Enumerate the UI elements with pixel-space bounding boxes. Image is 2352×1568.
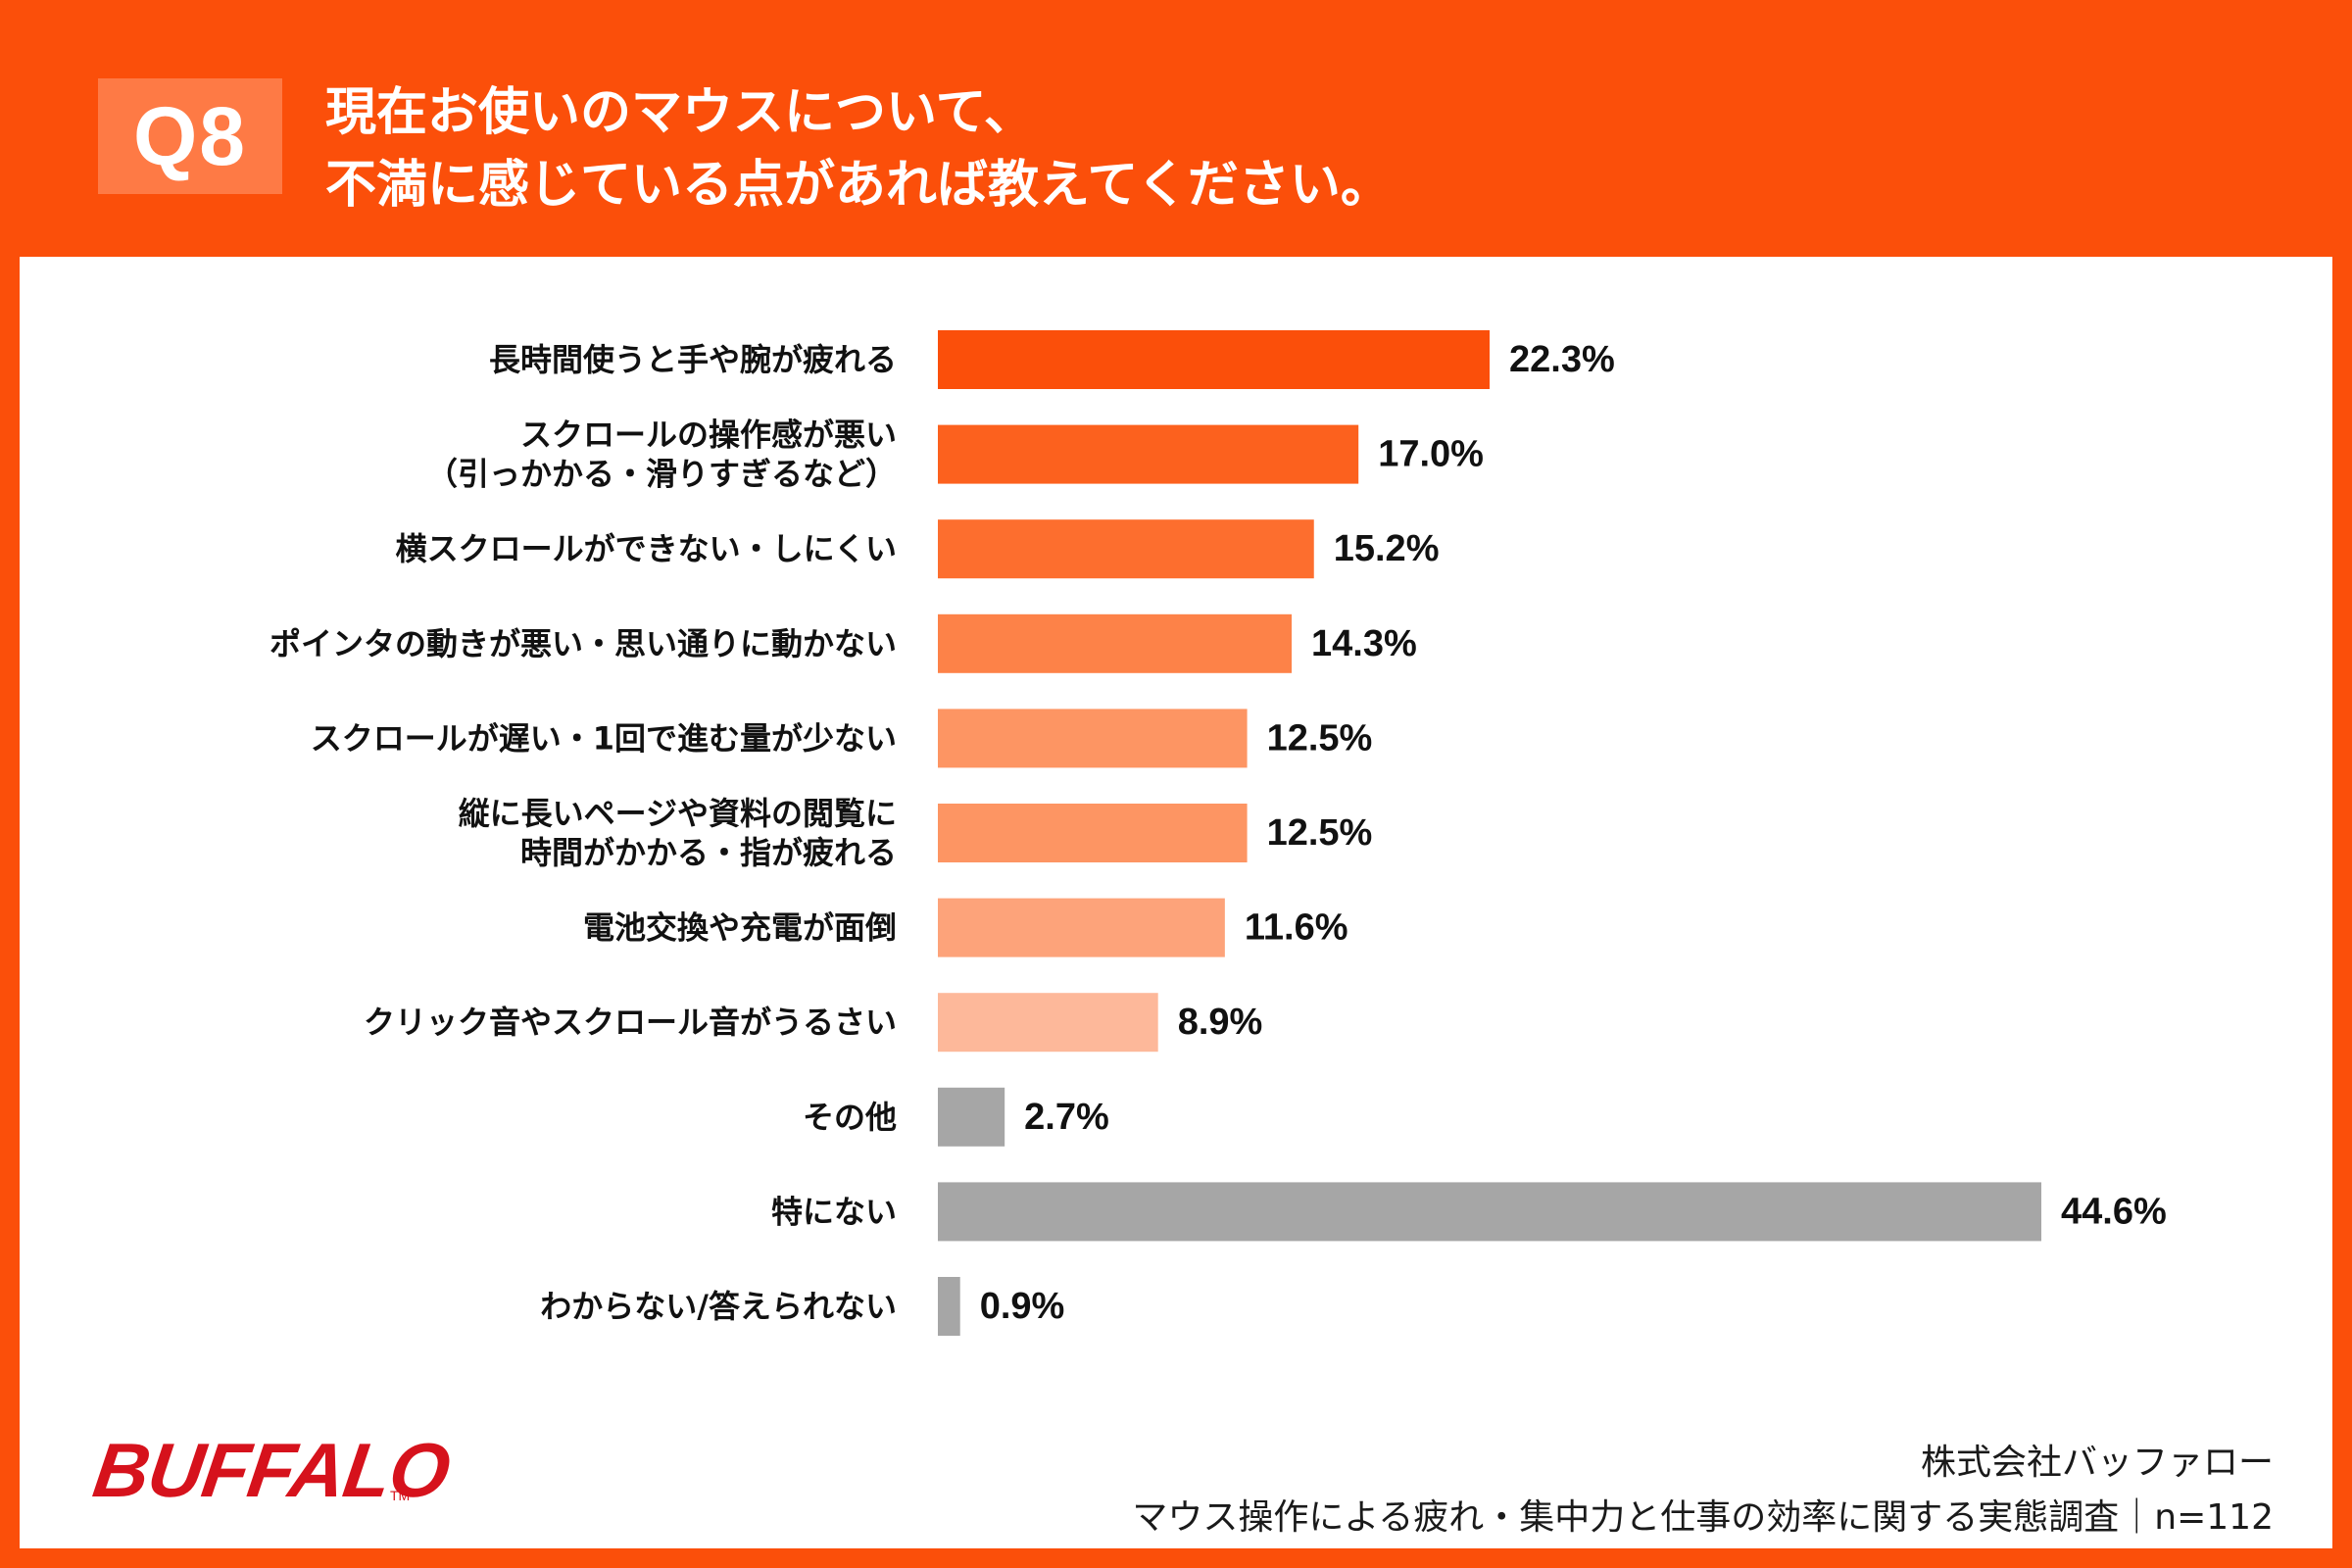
- category-label-2-line-2: （引っかかる・滑りすぎるなど）: [426, 456, 897, 493]
- value-label-4: 14.3%: [1311, 623, 1417, 664]
- bar-5: [938, 709, 1248, 768]
- bar-7: [938, 898, 1225, 957]
- footer: 株式会社バッファロー マウス操作による疲れ・集中力と仕事の効率に関する実態調査｜…: [1132, 1436, 2274, 1545]
- value-label-8: 8.9%: [1178, 1002, 1263, 1043]
- category-label-7: 電池交換や充電が面倒: [583, 909, 897, 947]
- category-label-6-line-1: 縦に長いページや資料の閲覧に: [459, 795, 897, 832]
- bar-4: [938, 613, 1293, 673]
- category-label-10: 特にない: [771, 1193, 897, 1230]
- category-label-1: 長時間使うと手や腕が疲れる: [489, 341, 897, 378]
- bar-2: [938, 424, 1359, 484]
- bar-9: [938, 1087, 1005, 1147]
- bar-6: [938, 804, 1248, 862]
- value-label-11: 0.9%: [980, 1286, 1065, 1327]
- question-title-line-2: 不満に感じている点があれば教えてください。: [325, 156, 1392, 215]
- category-label-5: スクロールが遅い・1回で進む量が少ない: [311, 719, 897, 757]
- question-title: 現在お使いのマウスについて、 不満に感じている点があれば教えてください。: [325, 76, 2187, 221]
- question-badge: Q8: [98, 78, 282, 194]
- chart-panel: 22.3% 長時間使うと手や腕が疲れる 17.0% スクロールの操作感が悪い （引っかか…: [20, 257, 2332, 1548]
- value-label-5: 12.5%: [1267, 717, 1373, 759]
- category-label-8: クリック音やスクロール音がうるさい: [364, 1004, 897, 1041]
- header: Q8 現在お使いのマウスについて、 不満に感じている点があれば教えてください。: [0, 0, 2352, 255]
- bar-chart: 22.3% 長時間使うと手や腕が疲れる 17.0% スクロールの操作感が悪い（引っかか…: [270, 330, 2167, 1336]
- value-label-6: 12.5%: [1267, 812, 1373, 854]
- bar-11: [938, 1277, 960, 1336]
- category-label-9: その他: [803, 1099, 897, 1136]
- footer-company: 株式会社バッファロー: [1920, 1443, 2274, 1483]
- value-label-7: 11.6%: [1245, 907, 1348, 949]
- value-label-9: 2.7%: [1024, 1097, 1109, 1138]
- logo-trademark: TM: [390, 1488, 411, 1503]
- value-label-2: 17.0%: [1378, 434, 1484, 475]
- value-label-1: 22.3%: [1509, 339, 1615, 380]
- category-label-3: 横スクロールができない・しにくい: [396, 530, 897, 567]
- question-title-line-1: 現在お使いのマウスについて、: [325, 83, 1035, 142]
- bar-8: [938, 993, 1158, 1053]
- category-label-4: ポインタの動きが悪い・思い通りに動かない: [270, 625, 897, 662]
- value-label-10: 44.6%: [2061, 1191, 2167, 1232]
- category-label-11: わからない/答えられない: [540, 1288, 897, 1325]
- bar-1: [938, 330, 1490, 389]
- value-label-3: 15.2%: [1334, 528, 1440, 569]
- category-label-6-line-2: 時間がかかる・指が疲れる: [520, 834, 897, 871]
- bar-10: [938, 1182, 2041, 1242]
- bar-3: [938, 519, 1314, 579]
- footer-survey: マウス操作による疲れ・集中力と仕事の効率に関する実態調査｜n=112: [1132, 1497, 2274, 1538]
- category-label-2-line-1: スクロールの操作感が悪い: [520, 416, 897, 454]
